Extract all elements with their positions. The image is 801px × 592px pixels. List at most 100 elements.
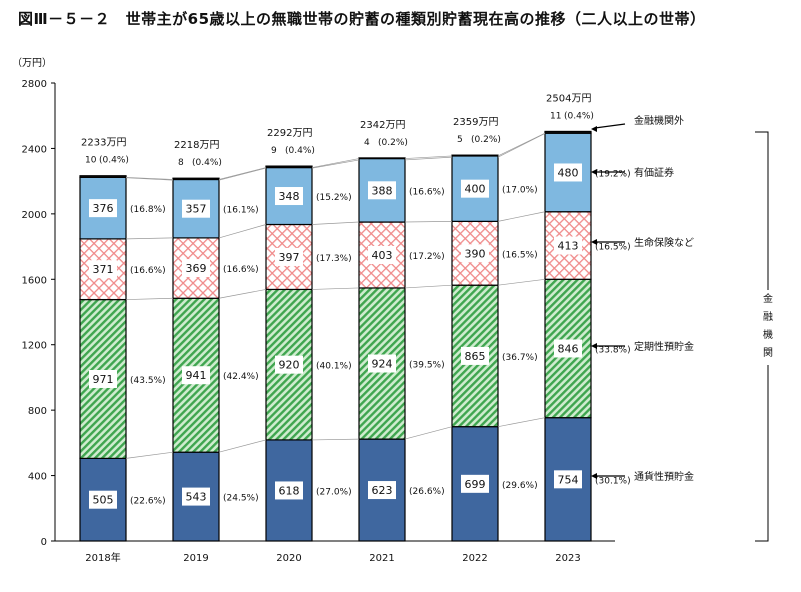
arrowhead-icon <box>591 343 597 349</box>
x-tick-label: 2023 <box>555 553 580 564</box>
value-label: 505 <box>93 494 114 507</box>
value-label-box <box>182 487 210 506</box>
bracket-label-char: 関 <box>763 347 773 359</box>
connector-line <box>218 289 267 299</box>
outside-value-label: 10 <box>85 156 97 166</box>
connector-line <box>311 438 360 441</box>
chart-title: 図Ⅲ－５－２ 世帯主が65歳以上の無職世帯の貯蓄の種類別貯蓄現在高の推移（二人以… <box>18 10 706 28</box>
connector-line <box>125 177 174 180</box>
connector-line <box>125 451 174 459</box>
legend-label: 有価証券 <box>634 166 674 179</box>
pct-label: (30.1%) <box>595 476 631 486</box>
legend-label: 金融機関外 <box>634 114 684 127</box>
value-label-box <box>554 339 582 358</box>
value-label: 920 <box>279 359 300 372</box>
x-tick-label: 2022 <box>462 553 487 564</box>
bar-segment-4 <box>265 165 313 169</box>
connector-line <box>218 439 267 453</box>
bracket-label-char: 機 <box>763 328 773 341</box>
total-label: 2292万円 <box>267 128 312 139</box>
value-label-box <box>368 245 396 264</box>
arrowhead-icon <box>591 126 597 132</box>
y-tick-label: 0 <box>41 537 47 548</box>
outside-pct-label: (0.4%) <box>285 146 315 156</box>
bar-segment-4 <box>358 157 406 160</box>
value-label: 618 <box>279 484 300 497</box>
connector-line <box>218 167 267 181</box>
value-label: 397 <box>279 251 300 264</box>
bracket <box>755 131 769 542</box>
value-label: 376 <box>93 202 114 215</box>
bar-segment-4 <box>79 175 127 178</box>
connector-line <box>311 159 360 169</box>
outside-pct-label: (0.4%) <box>99 156 129 166</box>
pct-label: (39.5%) <box>409 361 445 371</box>
outside-value-label: 5 <box>457 135 463 145</box>
bar-segment-4 <box>451 154 499 157</box>
arrowhead-icon <box>591 169 597 175</box>
pct-label: (26.6%) <box>409 487 445 497</box>
connector-line <box>311 158 360 168</box>
value-label-box <box>368 181 396 200</box>
value-label-box <box>89 369 117 388</box>
outside-pct-label: (0.4%) <box>192 158 222 168</box>
pct-label: (29.6%) <box>502 481 538 491</box>
pct-label: (15.2%) <box>316 193 352 203</box>
connector-line <box>404 426 453 440</box>
outside-pct-label: (0.4%) <box>564 111 594 121</box>
value-label-box <box>89 490 117 509</box>
y-tick-label: 2800 <box>22 79 47 90</box>
pct-label: (40.1%) <box>316 362 352 372</box>
value-label-box <box>461 179 489 198</box>
connector-line <box>404 155 453 159</box>
pct-label: (19.2%) <box>595 169 631 179</box>
arrowhead-icon <box>591 473 597 479</box>
connector-line <box>311 287 360 290</box>
total-label: 2504万円 <box>546 93 591 104</box>
connector-line <box>404 284 453 289</box>
pct-label: (33.8%) <box>595 345 631 355</box>
x-tick-label: 2020 <box>276 553 301 564</box>
value-label: 699 <box>465 478 486 491</box>
connector-line <box>125 177 174 181</box>
bracket-label-char: 金 <box>763 292 773 305</box>
arrowhead-icon <box>591 239 597 245</box>
value-label: 924 <box>372 358 393 371</box>
value-label-box <box>461 474 489 493</box>
pct-label: (42.4%) <box>223 372 259 382</box>
y-tick-label: 1600 <box>22 275 47 286</box>
value-label: 390 <box>465 247 486 260</box>
x-tick-label: 2021 <box>369 553 394 564</box>
value-label: 369 <box>186 262 207 275</box>
value-label-box <box>182 259 210 278</box>
value-label-box <box>554 236 582 255</box>
pct-label: (27.0%) <box>316 487 352 497</box>
value-label: 400 <box>465 183 486 196</box>
bar-segment-4 <box>172 177 220 181</box>
outside-pct-label: (0.2%) <box>378 138 408 148</box>
legend-label: 生命保険など <box>634 236 694 249</box>
pct-label: (16.6%) <box>409 187 445 197</box>
value-label: 403 <box>372 249 393 262</box>
pct-label: (16.1%) <box>223 206 259 216</box>
pct-label: (36.7%) <box>502 353 538 363</box>
bar-segment-4 <box>544 130 592 134</box>
connector-line <box>218 224 267 239</box>
value-label: 623 <box>372 484 393 497</box>
legend-label: 定期性預貯金 <box>634 340 694 353</box>
pct-label: (24.5%) <box>223 494 259 504</box>
connector-line <box>311 221 360 225</box>
connector-line <box>125 237 174 240</box>
pct-label: (16.6%) <box>223 265 259 275</box>
total-label: 2233万円 <box>81 138 126 149</box>
value-label-box <box>368 354 396 373</box>
connector-line <box>497 133 546 158</box>
outside-value-label: 4 <box>364 138 370 148</box>
y-axis-label: （万円） <box>12 57 52 69</box>
value-label-box <box>275 481 303 500</box>
value-label-box <box>554 470 582 489</box>
bracket-label-char: 融 <box>763 311 773 323</box>
pct-label: (43.5%) <box>130 376 166 386</box>
outside-pct-label: (0.2%) <box>471 135 501 145</box>
